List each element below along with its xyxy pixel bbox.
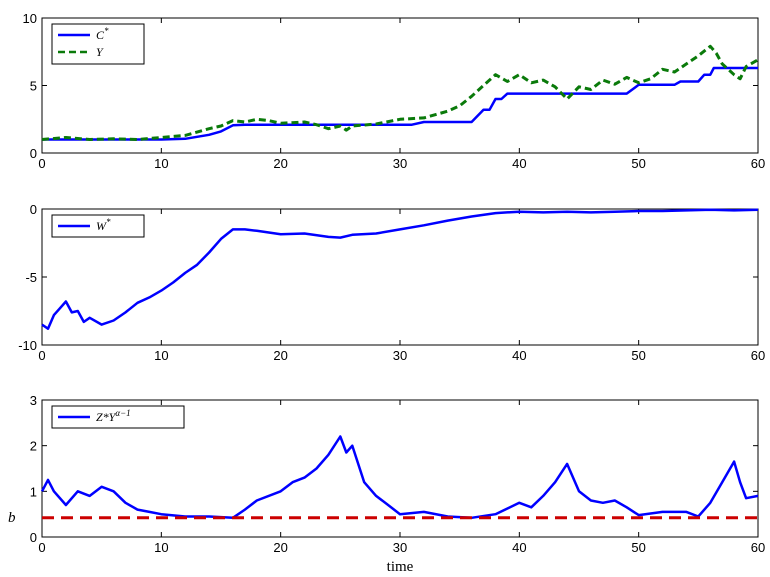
x-tick-label: 50 <box>631 540 645 555</box>
legend-box <box>51 214 145 238</box>
x-axis-label: time <box>387 559 414 575</box>
chart-panel-3: 0 10 20 30 40 50 60 0 1 2 3 Z*Yα−1 time b <box>8 393 765 575</box>
x-tick-label: 10 <box>154 348 168 363</box>
legend-label: Y <box>96 45 104 59</box>
x-tick-label: 60 <box>751 156 765 171</box>
y-tick-label: 3 <box>30 393 37 408</box>
chart-panel-2: 0 10 20 30 40 50 60 -10 -5 0 W* <box>18 202 765 363</box>
x-tick-label: 40 <box>512 156 526 171</box>
legend-box <box>51 405 185 429</box>
series-line <box>42 66 758 141</box>
x-tick-label: 0 <box>38 540 45 555</box>
x-tick-label: 20 <box>273 156 287 171</box>
x-tick-label: 0 <box>38 348 45 363</box>
x-tick-label: 60 <box>751 348 765 363</box>
y-tick-label: 0 <box>30 530 37 545</box>
y-tick-label: 5 <box>30 79 37 94</box>
x-tick-label: 30 <box>393 348 407 363</box>
annotation-label: b <box>8 510 16 526</box>
y-tick-label: -5 <box>25 270 37 285</box>
x-tick-label: 60 <box>751 540 765 555</box>
series-line <box>41 44 759 141</box>
y-tick-label: 10 <box>23 11 37 26</box>
x-tick-label: 40 <box>512 348 526 363</box>
y-tick-label: -10 <box>18 338 37 353</box>
chart-panel-1: 0 10 20 30 40 50 60 0 5 10 C*Y <box>23 11 766 171</box>
x-tick-label: 40 <box>512 540 526 555</box>
x-tick-label: 50 <box>631 156 645 171</box>
x-tick-label: 10 <box>154 156 168 171</box>
x-tick-label: 30 <box>393 156 407 171</box>
y-tick-label: 2 <box>30 439 37 454</box>
y-tick-label: 0 <box>30 202 37 217</box>
x-tick-label: 20 <box>273 540 287 555</box>
series-line <box>41 208 759 330</box>
x-tick-label: 20 <box>273 348 287 363</box>
x-tick-label: 50 <box>631 348 645 363</box>
legend: W* <box>51 214 145 238</box>
series-line <box>40 435 759 520</box>
x-tick-label: 0 <box>38 156 45 171</box>
legend: Z*Yα−1 <box>51 405 185 429</box>
legend-box <box>51 23 145 65</box>
y-tick-label: 1 <box>30 484 37 499</box>
x-tick-label: 30 <box>393 540 407 555</box>
y-tick-label: 0 <box>30 146 37 161</box>
legend: C*Y <box>51 23 145 65</box>
x-tick-label: 10 <box>154 540 168 555</box>
